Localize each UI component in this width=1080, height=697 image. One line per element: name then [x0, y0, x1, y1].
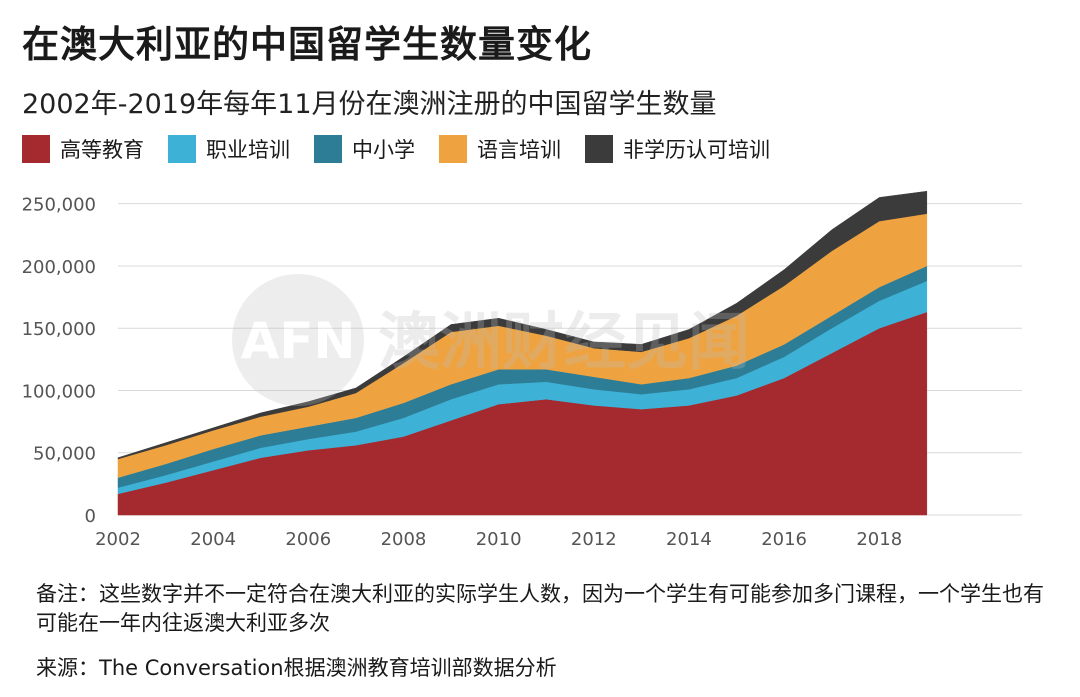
- x-tick-label: 2012: [571, 529, 617, 550]
- source-note: 来源：The Conversation根据澳洲教育培训部数据分析: [36, 656, 557, 680]
- footnote: 备注：这些数字并不一定符合在澳大利亚的实际学生人数，因为一个学生有可能参加多门课…: [36, 582, 1044, 635]
- y-tick-label: 0: [85, 506, 96, 527]
- x-tick-label: 2010: [476, 529, 522, 550]
- legend-label: 中小学: [352, 138, 415, 162]
- x-tick-label: 2014: [666, 529, 712, 550]
- legend-swatch: [22, 135, 50, 163]
- legend-label: 职业培训: [206, 138, 290, 162]
- legend-label: 非学历认可培训: [623, 138, 770, 162]
- area-series: [117, 190, 928, 460]
- watermark-circle: [232, 274, 364, 406]
- legend-item-elicos: 语言培训: [439, 134, 561, 164]
- stacked-area-chart: AFN 澳洲财经见闻 0 50,000 100,000 150,000 200,000 2…: [22, 190, 1022, 550]
- x-tick-label: 2004: [190, 529, 236, 550]
- x-tick-label: 2008: [381, 529, 427, 550]
- y-tick-label: 50,000: [33, 444, 96, 465]
- x-tick-label: 2018: [856, 529, 902, 550]
- chart-title: 在澳大利亚的中国留学生数量变化: [22, 23, 592, 66]
- y-tick-label: 100,000: [22, 381, 96, 402]
- legend-label: 高等教育: [60, 138, 144, 162]
- x-tick-label: 2006: [285, 529, 331, 550]
- legend-item-vocational: 职业培训: [168, 134, 290, 164]
- legend-item-schools: 中小学: [314, 134, 415, 164]
- legend-label: 语言培训: [477, 138, 561, 162]
- series-areas: [117, 190, 928, 516]
- watermark-logo-text: AFN: [241, 312, 356, 370]
- legend-swatch: [439, 135, 467, 163]
- chart-subtitle: 2002年-2019年每年11月份在澳洲注册的中国留学生数量: [22, 89, 717, 120]
- chart-area: AFN 澳洲财经见闻 0 50,000 100,000 150,000 200,000 2…: [0, 175, 1080, 565]
- watermark: AFN 澳洲财经见闻: [232, 274, 750, 406]
- y-tick-label: 150,000: [22, 319, 96, 340]
- legend-swatch: [168, 135, 196, 163]
- x-axis: 2002 2004 2006 2008 2010 2012 2014 2016 2018: [95, 529, 902, 550]
- watermark-text: 澳洲财经见闻: [378, 305, 750, 378]
- x-tick-label: 2002: [95, 529, 141, 550]
- legend-swatch: [314, 135, 342, 163]
- y-tick-label: 200,000: [22, 257, 96, 278]
- y-axis: 0 50,000 100,000 150,000 200,000 250,000: [22, 195, 96, 527]
- y-tick-label: 250,000: [22, 195, 96, 216]
- legend-item-non-award: 非学历认可培训: [585, 134, 770, 164]
- legend-item-higher-education: 高等教育: [22, 134, 144, 164]
- x-tick-label: 2016: [761, 529, 807, 550]
- legend: 高等教育 职业培训 中小学 语言培训 非学历认可培训: [22, 134, 794, 164]
- legend-swatch: [585, 135, 613, 163]
